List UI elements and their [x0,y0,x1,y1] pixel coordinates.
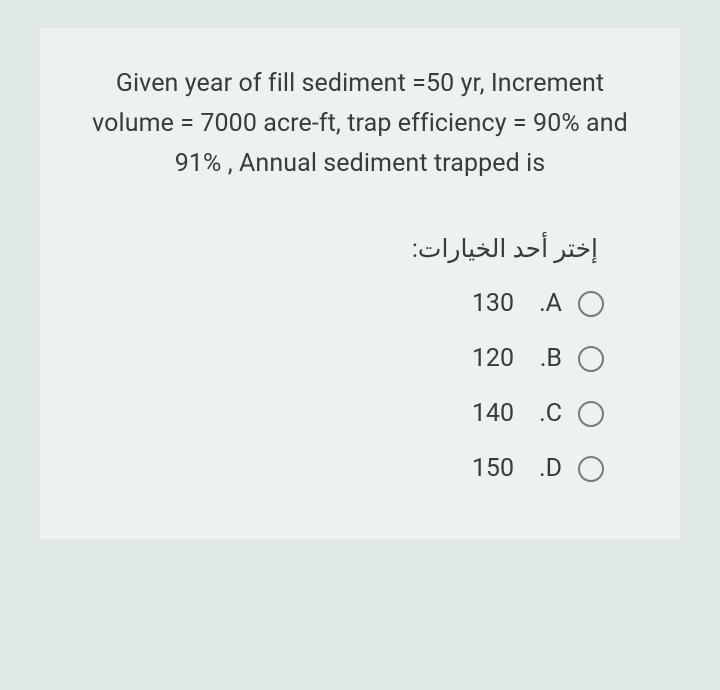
option-d-row[interactable]: .D 150 [76,454,644,483]
option-b-row[interactable]: .B 120 [76,344,644,373]
question-text: Given year of fill sediment =50 yr, Incr… [76,64,644,184]
radio-icon[interactable] [578,401,604,427]
option-letter: .A [534,289,562,318]
option-value: 130 [462,289,514,318]
option-letter: .D [534,454,562,483]
options-list: .A 130 .B 120 .C 140 .D 150 [76,289,644,483]
radio-icon[interactable] [578,291,604,317]
option-value: 120 [462,344,514,373]
radio-icon[interactable] [578,456,604,482]
question-card: Given year of fill sediment =50 yr, Incr… [40,28,680,539]
option-value: 140 [462,399,514,428]
option-value: 150 [462,454,514,483]
radio-icon[interactable] [578,346,604,372]
option-letter: .B [534,344,562,373]
option-c-row[interactable]: .C 140 [76,399,644,428]
choose-prompt-ar: إختر أحد الخيارات: [76,232,644,267]
option-letter: .C [534,399,562,428]
option-a-row[interactable]: .A 130 [76,289,644,318]
